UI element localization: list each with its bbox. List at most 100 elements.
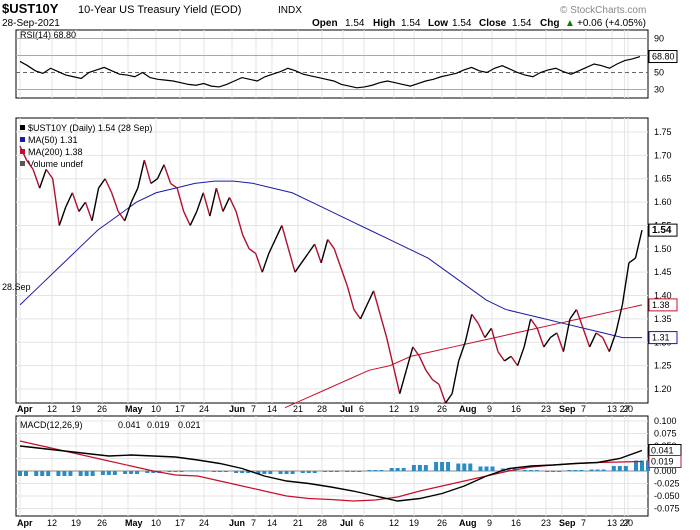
x-tick-label-macd: Jun — [229, 518, 245, 528]
x-tick-label-price: 26 — [437, 404, 447, 414]
price-segment — [464, 314, 473, 343]
macd-hist-bar — [62, 471, 67, 476]
macd-hist-bar — [506, 468, 511, 471]
macd-hist-bar — [345, 471, 350, 472]
macd-hist-bar — [262, 471, 267, 474]
price-segment — [91, 187, 100, 221]
price-segment — [615, 304, 624, 334]
price-segment — [117, 211, 126, 222]
price-tick-label: 1.20 — [654, 384, 672, 394]
chg-value: +0.06 (+4.05%) — [577, 18, 646, 29]
price-segment — [458, 342, 466, 362]
price-segment — [445, 393, 453, 404]
rsi-panel: RSI(14) 68.80 9070503068.80 — [16, 30, 678, 95]
x-tick-label-macd: 20 — [623, 518, 633, 528]
price-segment — [84, 201, 93, 222]
price-segment — [209, 187, 218, 217]
price-segment — [143, 159, 152, 184]
macd-tick-label: 0.000 — [654, 466, 677, 476]
macd-tick-label: -0.025 — [654, 479, 680, 489]
price-segment — [170, 182, 178, 189]
macd-hist-bar — [167, 471, 172, 472]
macd-hist-bar — [557, 471, 562, 472]
price-segment — [588, 332, 597, 348]
price-tick-label: 1.35 — [654, 314, 672, 324]
x-tick-label-macd: 14 — [267, 518, 277, 528]
x-tick-label-price: 10 — [151, 404, 161, 414]
price-segment — [575, 309, 584, 329]
macd-tick-label: -0.075 — [654, 504, 680, 514]
macd-label: MACD(12,26,9) — [20, 420, 83, 430]
macd-hist-bar — [379, 470, 384, 471]
macd-signal-box — [648, 455, 682, 468]
price-segment — [196, 192, 204, 212]
price-segment — [504, 355, 512, 362]
price-segment — [523, 318, 532, 348]
x-tick-label-price: 14 — [267, 404, 277, 414]
price-last-label: 1.54 — [652, 225, 672, 236]
price-segment — [340, 267, 349, 287]
macd-tick-label: -0.050 — [654, 491, 680, 501]
price-segment — [379, 314, 388, 338]
macd-hist-bar — [545, 471, 550, 472]
macd-hist-bar — [462, 463, 467, 471]
macd-hist-bar — [68, 471, 73, 476]
price-segment — [189, 211, 198, 226]
macd-macd-label: 0.041 — [651, 446, 674, 456]
x-tick-label-price: Apr — [17, 404, 33, 414]
price-segment — [313, 243, 322, 264]
macd-hist-bar — [290, 471, 295, 474]
macd-hist-bar — [201, 470, 206, 472]
price-segment — [287, 248, 296, 273]
price-segment — [32, 169, 41, 189]
price-segment — [78, 201, 87, 212]
macd-hist-bar — [246, 471, 251, 473]
price-segment — [392, 365, 401, 394]
price-segment — [65, 192, 74, 208]
price-segment — [274, 225, 283, 240]
macd-value: 0.041 — [118, 420, 141, 430]
rsi-last-label: 68.80 — [652, 52, 675, 62]
price-segment — [38, 169, 47, 189]
price-segment — [228, 197, 237, 212]
price-segment — [52, 178, 60, 226]
macd-hist-bar — [129, 471, 134, 474]
x-tick-label-price: 6 — [359, 404, 364, 414]
price-segment — [366, 290, 375, 306]
x-tick-label-price: 20 — [623, 404, 633, 414]
exchange: INDX — [278, 5, 302, 16]
x-tick-label-macd: May — [125, 518, 143, 528]
macd-tick-label: 0.100 — [654, 416, 677, 426]
up-arrow-icon: ▲ — [565, 18, 575, 29]
price-segment — [562, 318, 571, 352]
x-tick-label-macd: Apr — [17, 518, 33, 528]
macd-hist-bar — [500, 468, 505, 471]
macd-hist-bar — [284, 471, 289, 474]
macd-hist-bar — [411, 465, 416, 471]
price-tick-label: 1.75 — [654, 127, 672, 137]
x-tick-label-price: Aug — [459, 404, 477, 414]
open-value: 1.54 — [345, 18, 365, 29]
price-segment — [595, 332, 604, 339]
macd-hist-bar — [24, 471, 28, 476]
macd-line — [19, 445, 643, 502]
x-tick-label-macd: Sep — [559, 518, 576, 528]
macd-hist-bar — [646, 460, 650, 471]
x-tick-label-macd: 9 — [487, 518, 492, 528]
legend-entry: $UST10Y (Daily) 1.54 (28 Sep) — [28, 123, 152, 133]
price-tick-label: 1.70 — [654, 150, 672, 160]
macd-hist-bar — [357, 471, 362, 472]
macd-hist-bar — [18, 471, 22, 476]
price-segment — [320, 239, 329, 264]
macd-hist-bar — [335, 471, 339, 472]
macd-hist-bar — [195, 470, 200, 472]
ma200-line — [284, 304, 643, 409]
x-tick-label-price: 28 — [317, 404, 327, 414]
price-segment — [248, 248, 257, 255]
price-segment — [497, 351, 506, 362]
price-segment — [104, 178, 113, 194]
macd-hist-bar — [234, 471, 239, 473]
x-tick-label-macd: 24 — [199, 518, 209, 528]
price-segment — [19, 145, 28, 161]
macd-hist-bar — [34, 471, 39, 476]
